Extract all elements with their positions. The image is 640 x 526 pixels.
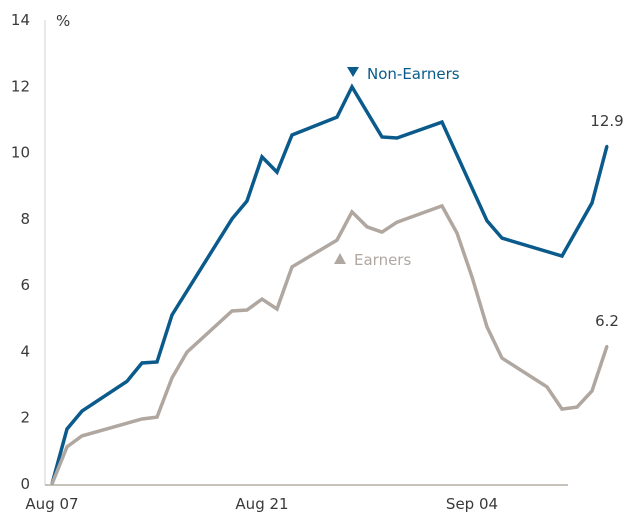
data-point-non-earners — [275, 170, 279, 174]
data-point-non-earners — [290, 133, 294, 137]
y-tick-label: 6 — [20, 276, 30, 294]
series-line-non-earners — [50, 83, 609, 485]
x-tick-label: Aug 07 — [25, 495, 78, 513]
data-point-non-earners — [500, 236, 504, 240]
data-point-earners — [575, 405, 579, 409]
x-tick-label: Aug 21 — [235, 495, 288, 513]
triangle-down-icon — [347, 67, 359, 77]
data-point-non-earners — [245, 199, 249, 203]
data-point-earners — [65, 445, 69, 449]
data-point-non-earners — [395, 136, 399, 140]
data-point-earners — [290, 265, 294, 269]
data-point-non-earners — [485, 219, 489, 223]
data-point-earners — [170, 376, 174, 380]
data-point-non-earners — [140, 361, 144, 365]
data-point-non-earners — [260, 155, 264, 159]
data-point-earners — [365, 225, 369, 229]
data-point-non-earners — [170, 313, 174, 317]
triangle-up-icon — [334, 253, 346, 264]
end-value-label-non-earners: 12.9 — [590, 112, 623, 130]
data-point-earners — [455, 231, 459, 235]
data-point-earners — [440, 204, 444, 208]
data-point-non-earners — [380, 135, 384, 139]
y-tick-label: 10 — [11, 144, 30, 162]
data-point-earners — [380, 230, 384, 234]
data-point-non-earners — [335, 115, 339, 119]
data-point-non-earners — [560, 254, 564, 258]
data-point-non-earners — [350, 85, 354, 89]
data-point-earners — [50, 482, 54, 486]
data-point-non-earners — [230, 217, 234, 221]
data-point-earners — [485, 325, 489, 329]
legend-label-non-earners: Non-Earners — [367, 65, 460, 83]
y-tick-label: 14 — [11, 11, 30, 29]
data-point-non-earners — [80, 409, 84, 413]
data-point-non-earners — [590, 201, 594, 205]
data-point-non-earners — [155, 360, 159, 364]
data-point-earners — [260, 297, 264, 301]
data-point-non-earners — [440, 120, 444, 124]
legend-label-earners: Earners — [354, 251, 411, 269]
y-axis-unit-label: % — [56, 12, 70, 30]
data-point-non-earners — [125, 380, 129, 383]
data-point-earners — [545, 385, 549, 389]
data-point-earners — [140, 417, 144, 421]
data-point-earners — [230, 309, 234, 313]
data-point-earners — [605, 344, 609, 348]
data-point-earners — [395, 220, 399, 224]
data-point-earners — [500, 356, 504, 360]
data-point-non-earners — [65, 427, 69, 431]
y-tick-label: 8 — [20, 210, 30, 228]
data-point-earners — [590, 389, 594, 393]
y-tick-label: 2 — [20, 409, 30, 427]
data-point-earners — [245, 308, 249, 312]
y-tick-label: 4 — [20, 342, 30, 360]
data-point-earners — [155, 415, 159, 419]
series-line-earners — [50, 203, 609, 485]
data-point-earners — [470, 275, 474, 279]
data-point-non-earners — [605, 144, 609, 148]
data-point-earners — [350, 210, 354, 214]
y-tick-label: 0 — [20, 475, 30, 493]
end-value-label-earners: 6.2 — [595, 312, 619, 330]
data-point-earners — [185, 350, 189, 354]
data-point-earners — [560, 407, 564, 411]
data-point-earners — [335, 238, 339, 242]
data-point-earners — [80, 434, 84, 438]
x-tick-label: Sep 04 — [446, 495, 498, 513]
data-point-earners — [275, 307, 279, 311]
y-tick-label: 12 — [11, 77, 30, 95]
